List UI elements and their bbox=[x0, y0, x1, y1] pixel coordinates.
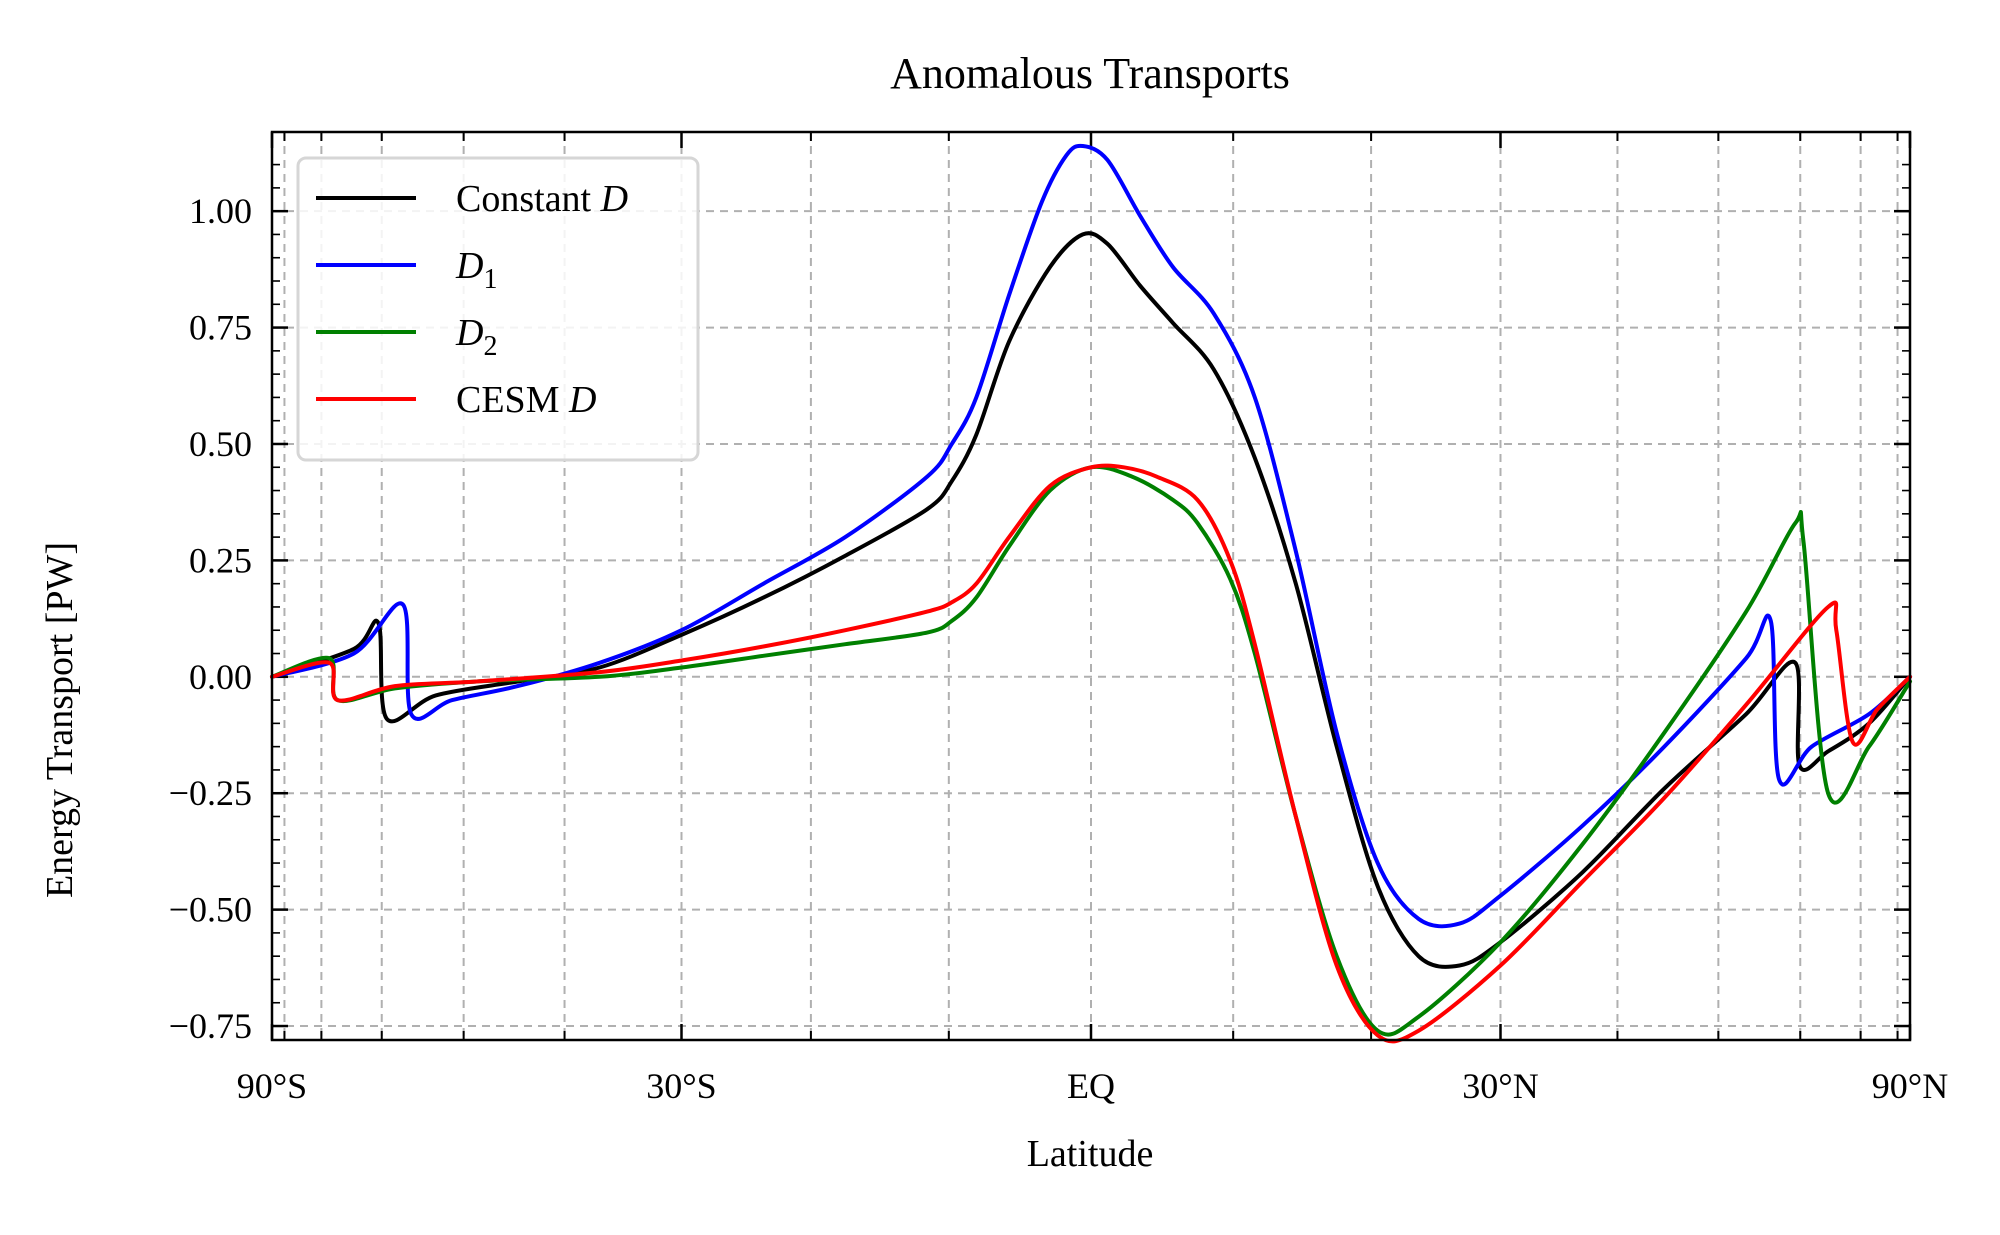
legend-label-text: CESM bbox=[456, 379, 569, 421]
legend-box bbox=[296, 156, 700, 462]
x-tick-label: 30°N bbox=[1462, 1066, 1538, 1106]
x-tick-label: 90°S bbox=[237, 1066, 307, 1106]
y-tick-label: −0.25 bbox=[169, 773, 252, 813]
y-tick-label: 0.00 bbox=[189, 657, 252, 697]
legend-label-italic: D bbox=[568, 379, 596, 421]
grid-lines bbox=[271, 132, 1911, 1040]
legend-entry: D1 bbox=[455, 245, 497, 295]
x-tick-label: EQ bbox=[1067, 1066, 1115, 1106]
y-tick-label: −0.75 bbox=[169, 1006, 252, 1046]
plot-frame bbox=[270, 130, 1912, 1042]
legend-entry: Constant D bbox=[456, 178, 628, 220]
legend-label-text: Constant bbox=[456, 178, 601, 220]
axis-ticks: 90°S 30°S EQ 30°N 90°N −0.75 −0.50 −0.25 0.00 0.2… bbox=[169, 132, 1948, 1106]
y-tick-label: 1.00 bbox=[189, 191, 252, 231]
legend-label-italic: D bbox=[600, 178, 628, 220]
y-tick-label: 0.25 bbox=[189, 540, 252, 580]
x-tick-label: 90°N bbox=[1872, 1066, 1948, 1106]
legend-label-italic: D bbox=[455, 312, 483, 354]
chart-title: Anomalous Transports bbox=[890, 49, 1290, 98]
legend-entry: D2 bbox=[455, 312, 497, 362]
legend-entry: CESM D bbox=[456, 379, 596, 421]
y-tick-label: 0.50 bbox=[189, 424, 252, 464]
series-line-2 bbox=[270, 464, 1912, 1037]
legend-label-subscript: 1 bbox=[483, 264, 497, 295]
legend-label-subscript: 2 bbox=[483, 331, 497, 362]
series-line-1 bbox=[270, 143, 1912, 929]
series-line-3 bbox=[270, 463, 1912, 1044]
legend-label-italic: D bbox=[455, 245, 483, 287]
x-axis-label: Latitude bbox=[1027, 1133, 1154, 1175]
y-tick-label: 0.75 bbox=[189, 308, 252, 348]
x-tick-label: 30°S bbox=[646, 1066, 716, 1106]
y-tick-label: −0.50 bbox=[169, 890, 252, 930]
series-lines bbox=[270, 143, 1912, 1044]
y-axis-label: Energy Transport [PW] bbox=[39, 542, 81, 898]
